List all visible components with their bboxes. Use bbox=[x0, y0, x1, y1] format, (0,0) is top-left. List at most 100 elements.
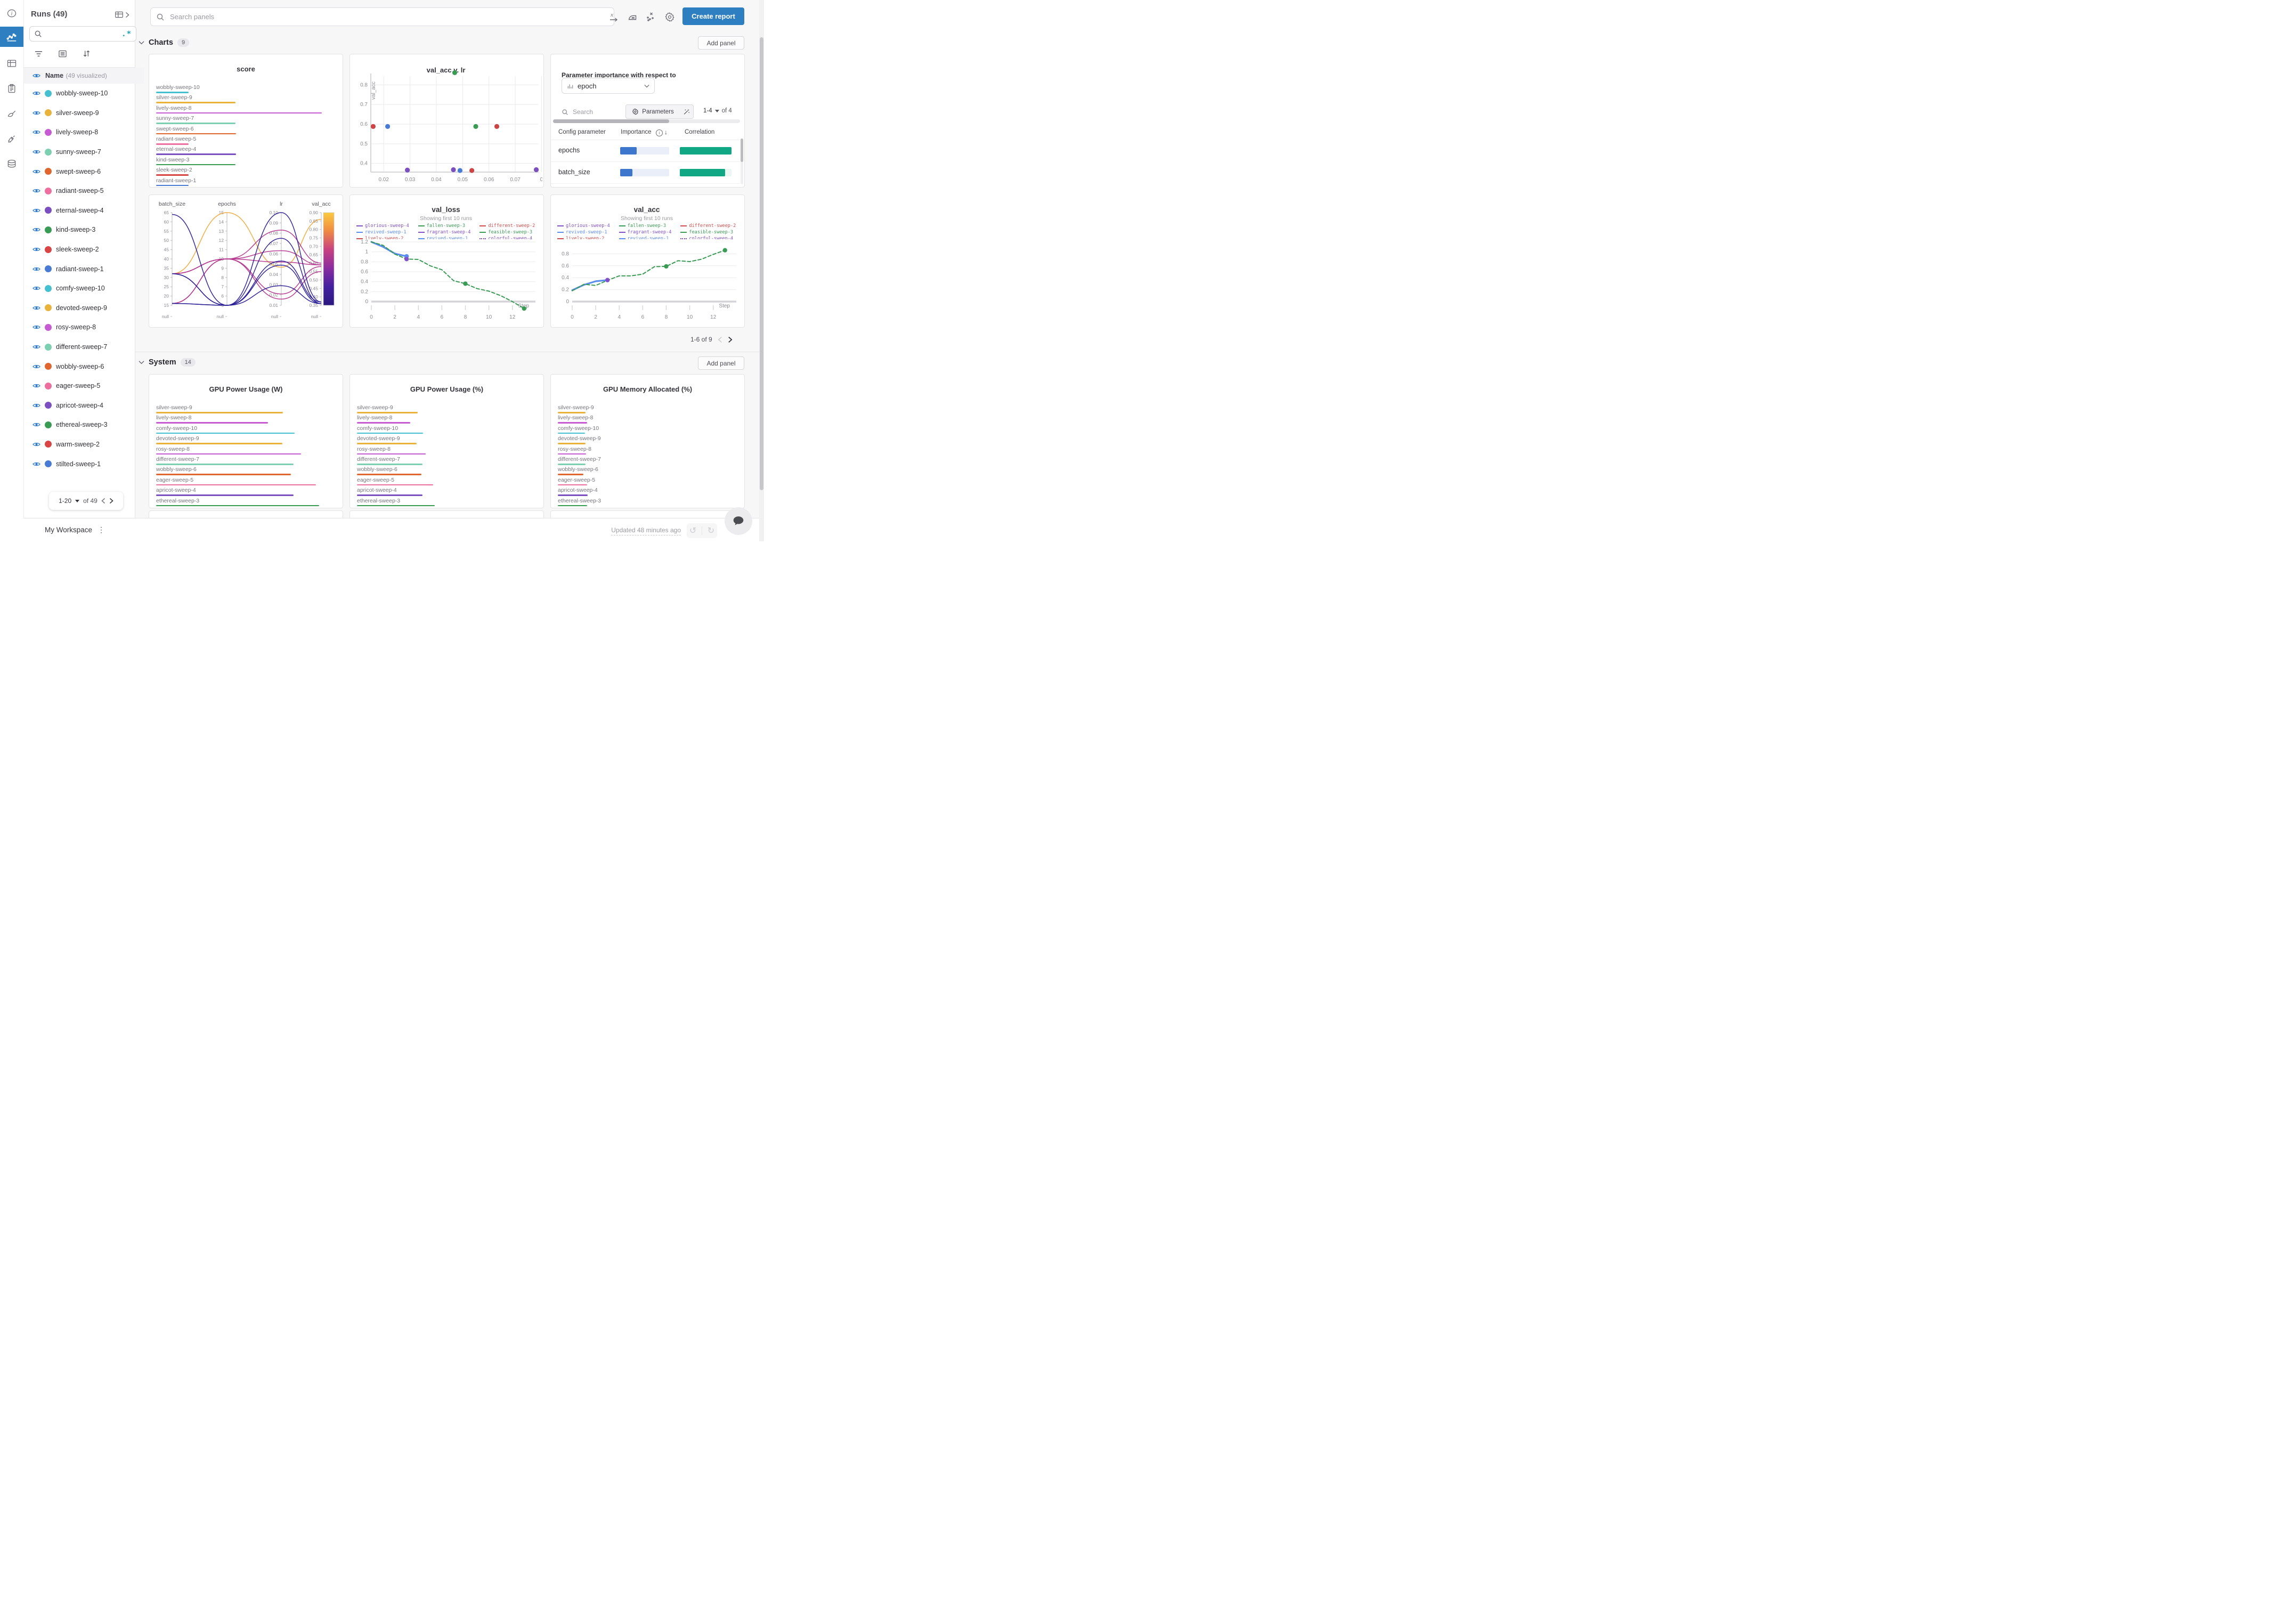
launch-rocket-icon[interactable] bbox=[0, 129, 23, 149]
bar-row[interactable]: rosy-sweep-8 bbox=[156, 446, 336, 456]
visibility-eye-icon[interactable] bbox=[32, 149, 40, 155]
page-size-caret-icon[interactable] bbox=[75, 499, 80, 502]
legend-item[interactable]: fragrant-sweep-4 bbox=[418, 229, 480, 236]
panel-gpu-power-w[interactable]: GPU Power Usage (W) silver-sweep-9 lively-… bbox=[149, 374, 343, 508]
bar-run-label[interactable]: rosy-sweep-8 bbox=[357, 445, 391, 452]
bar-run-label[interactable]: eager-sweep-5 bbox=[156, 476, 194, 483]
bar-row[interactable]: rosy-sweep-8 bbox=[357, 446, 537, 456]
bar-row[interactable]: ethereal-sweep-3 bbox=[558, 498, 738, 508]
bar-run-label[interactable]: devoted-sweep-9 bbox=[558, 435, 601, 442]
visibility-eye-icon[interactable] bbox=[32, 227, 40, 232]
filter-icon[interactable] bbox=[34, 50, 43, 58]
panel-parallel-coordinates[interactable]: batch_size 65 60 55 50 45 40 35 30 25 20 15 null epoc… bbox=[149, 194, 343, 328]
reports-clipboard-icon[interactable] bbox=[0, 78, 23, 99]
expand-table-chevron-icon[interactable] bbox=[125, 12, 129, 18]
bar-run-label[interactable]: different-sweep-7 bbox=[357, 456, 400, 462]
legend-item[interactable]: colorful-sweep-4 bbox=[479, 236, 541, 239]
runs-next-page-icon[interactable] bbox=[109, 498, 113, 504]
run-name[interactable]: different-sweep-7 bbox=[56, 343, 108, 351]
visibility-eye-icon[interactable] bbox=[32, 110, 40, 116]
run-row[interactable]: eternal-sweep-4 bbox=[23, 201, 135, 221]
bar-row[interactable]: wobbly-sweep-6 bbox=[558, 466, 738, 476]
legend-item[interactable]: glorious-sweep-4 bbox=[356, 223, 418, 229]
runs-page-range[interactable]: 1-20 bbox=[59, 497, 72, 505]
run-name[interactable]: kind-sweep-3 bbox=[56, 226, 96, 234]
run-name[interactable]: devoted-sweep-9 bbox=[56, 304, 107, 312]
panel-gpu-memory-pct[interactable]: GPU Memory Allocated (%) silver-sweep-9 li… bbox=[550, 374, 745, 508]
visibility-eye-icon[interactable] bbox=[32, 461, 40, 467]
bar-run-label[interactable]: sunny-sweep-7 bbox=[156, 115, 194, 122]
group-list-icon[interactable] bbox=[58, 50, 67, 58]
bar-row[interactable]: sleek-sweep-2 bbox=[156, 167, 336, 177]
redo-icon[interactable]: ↻ bbox=[707, 526, 715, 535]
run-name[interactable]: stilted-sweep-1 bbox=[56, 460, 101, 468]
run-row[interactable]: lively-sweep-8 bbox=[23, 123, 135, 142]
bar-run-label[interactable]: wobbly-sweep-6 bbox=[156, 466, 197, 473]
regex-toggle-icon[interactable]: .* bbox=[121, 29, 132, 38]
bar-row[interactable]: radiant-sweep-1 bbox=[156, 177, 336, 187]
bar-run-label[interactable]: comfy-sweep-10 bbox=[357, 425, 399, 432]
bar-row[interactable]: ethereal-sweep-3 bbox=[357, 498, 537, 508]
bar-row[interactable]: lively-sweep-8 bbox=[156, 105, 336, 115]
run-row[interactable]: apricot-sweep-4 bbox=[23, 396, 135, 416]
param-search-input[interactable] bbox=[572, 108, 616, 116]
legend-item[interactable]: glorious-sweep-4 bbox=[557, 223, 619, 229]
bar-run-label[interactable]: ethereal-sweep-3 bbox=[558, 497, 602, 504]
bar-run-label[interactable]: comfy-sweep-10 bbox=[558, 425, 599, 432]
bar-row[interactable]: lively-sweep-8 bbox=[156, 415, 336, 425]
x-axis-settings-icon[interactable]: x bbox=[607, 11, 620, 23]
bar-row[interactable]: silver-sweep-9 bbox=[156, 404, 336, 415]
bar-run-label[interactable]: eager-sweep-5 bbox=[357, 476, 395, 483]
visibility-eye-icon[interactable] bbox=[32, 305, 40, 311]
panel-val-acc[interactable]: val_acc Showing first 10 runs 0 0.2 0.4 0.6 0.… bbox=[550, 194, 745, 328]
bar-run-label[interactable]: devoted-sweep-9 bbox=[357, 435, 400, 442]
parameters-manage-button[interactable]: Parameters bbox=[625, 104, 680, 119]
workspace-menu-kebab-icon[interactable]: ⋮ bbox=[97, 525, 105, 534]
param-page-range[interactable]: 1-4 bbox=[703, 108, 712, 114]
bar-run-label[interactable]: wobbly-sweep-10 bbox=[156, 84, 200, 91]
bar-row[interactable]: different-sweep-7 bbox=[558, 456, 738, 466]
panel-val-loss[interactable]: val_loss Showing first 10 runs 0 0.2 0.4 0.6 0… bbox=[350, 194, 544, 328]
run-name[interactable]: sleek-sweep-2 bbox=[56, 246, 99, 254]
run-row[interactable]: ethereal-sweep-3 bbox=[23, 415, 135, 435]
legend-item[interactable]: feasible-sweep-3 bbox=[680, 229, 742, 236]
col-config-parameter[interactable]: Config parameter bbox=[558, 129, 606, 135]
bar-row[interactable]: devoted-sweep-9 bbox=[156, 435, 336, 445]
runs-table-view-icon[interactable] bbox=[115, 11, 124, 19]
bar-run-label[interactable]: apricot-sweep-4 bbox=[558, 487, 598, 494]
param-horizontal-scrollbar[interactable] bbox=[553, 119, 740, 123]
bar-run-label[interactable]: apricot-sweep-4 bbox=[357, 487, 397, 494]
bar-row[interactable]: silver-sweep-9 bbox=[357, 404, 537, 415]
run-name[interactable]: eternal-sweep-4 bbox=[56, 206, 104, 214]
visibility-eye-icon[interactable] bbox=[32, 73, 40, 78]
bar-run-label[interactable]: different-sweep-7 bbox=[156, 456, 199, 462]
bar-run-label[interactable]: ethereal-sweep-3 bbox=[357, 497, 401, 504]
bar-row[interactable]: lively-sweep-8 bbox=[558, 415, 738, 425]
bar-row[interactable]: apricot-sweep-4 bbox=[156, 487, 336, 497]
run-row[interactable]: stilted-sweep-1 bbox=[23, 454, 135, 474]
visibility-eye-icon[interactable] bbox=[32, 169, 40, 174]
bar-run-label[interactable]: radiant-sweep-5 bbox=[156, 135, 197, 142]
run-name[interactable]: wobbly-sweep-6 bbox=[56, 362, 104, 370]
artifacts-database-icon[interactable] bbox=[0, 154, 23, 174]
bar-run-label[interactable]: lively-sweep-8 bbox=[156, 104, 192, 111]
collapse-chevron-icon[interactable] bbox=[139, 360, 144, 364]
bar-run-label[interactable]: comfy-sweep-10 bbox=[156, 425, 198, 432]
bar-row[interactable]: comfy-sweep-10 bbox=[357, 425, 537, 435]
bar-row[interactable]: different-sweep-7 bbox=[357, 456, 537, 466]
bar-row[interactable]: eager-sweep-5 bbox=[156, 477, 336, 487]
info-icon[interactable]: i bbox=[0, 3, 23, 23]
visibility-eye-icon[interactable] bbox=[32, 383, 40, 388]
legend-item[interactable]: lively-sweep-2 bbox=[356, 236, 418, 239]
outliers-icon[interactable] bbox=[645, 11, 657, 23]
bar-row[interactable]: ethereal-sweep-3 bbox=[156, 498, 336, 508]
legend-item[interactable]: different-sweep-2 bbox=[479, 223, 541, 229]
legend-item[interactable]: fallen-sweep-3 bbox=[619, 223, 681, 229]
legend-item[interactable]: lively-sweep-2 bbox=[557, 236, 619, 239]
param-vertical-scrollbar[interactable] bbox=[741, 139, 743, 184]
run-name[interactable]: radiant-sweep-5 bbox=[56, 187, 104, 195]
bar-row[interactable]: wobbly-sweep-10 bbox=[156, 84, 336, 94]
settings-gear-icon[interactable] bbox=[663, 11, 676, 23]
bar-row[interactable]: eager-sweep-5 bbox=[558, 477, 738, 487]
run-row[interactable]: radiant-sweep-5 bbox=[23, 181, 135, 201]
